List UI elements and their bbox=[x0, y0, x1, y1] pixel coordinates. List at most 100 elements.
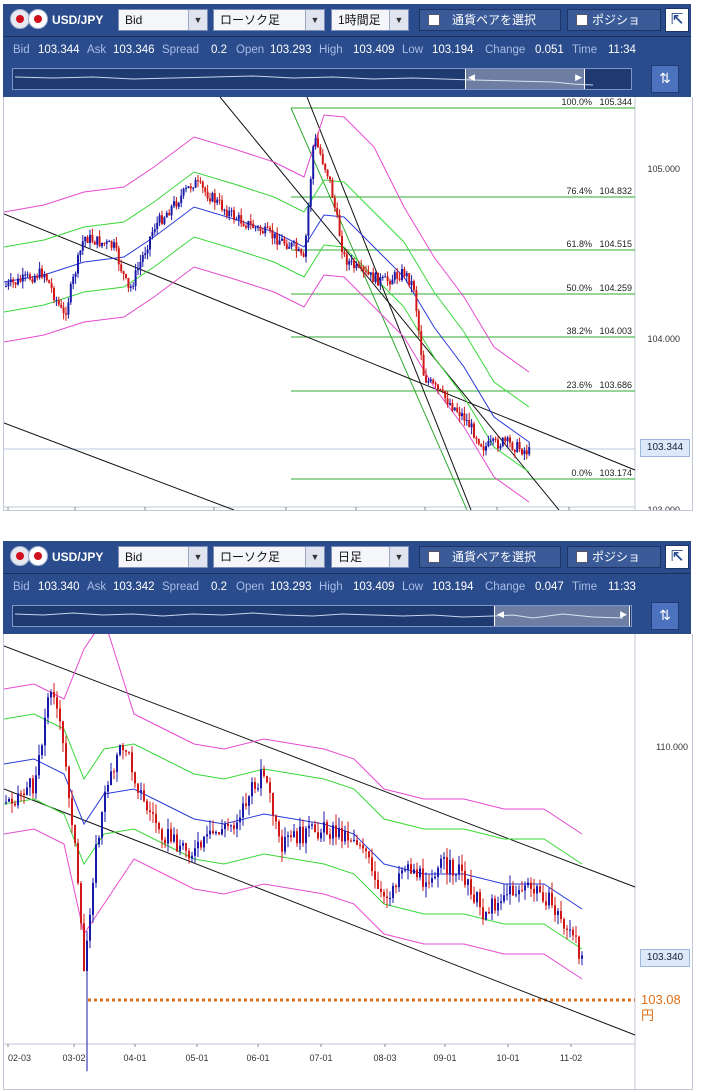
candle-body bbox=[86, 237, 89, 243]
candle-body bbox=[368, 851, 370, 858]
candle-body bbox=[65, 313, 67, 315]
select-pair-button[interactable]: 通貨ペアを選択 bbox=[419, 546, 561, 568]
candle-body bbox=[80, 883, 82, 924]
position-checkbox[interactable] bbox=[576, 14, 588, 26]
candle-body bbox=[420, 330, 423, 355]
candle-body bbox=[119, 745, 121, 755]
chart-type-select[interactable]: ローソク足 ▼ bbox=[213, 9, 325, 31]
y-axis-tick-label: 103.000 bbox=[647, 505, 680, 510]
daily-chart-area[interactable]: 110.000 02-03 03-02 04-01 05-01 06-01 07-01 08-… bbox=[3, 634, 693, 1090]
candle-body bbox=[443, 857, 445, 859]
candle-body bbox=[329, 834, 331, 839]
time-value: 11:33 bbox=[608, 581, 636, 593]
select-pair-checkbox[interactable] bbox=[428, 14, 440, 26]
candle-body bbox=[182, 843, 184, 846]
candle-body bbox=[98, 236, 101, 247]
candle-body bbox=[386, 896, 388, 898]
candle-body bbox=[489, 440, 492, 442]
right-arrow-icon[interactable]: ▶ bbox=[575, 72, 582, 82]
ask-label: Ask bbox=[87, 581, 107, 593]
open-value: 103.293 bbox=[270, 44, 312, 56]
price-type-select[interactable]: Bid ▼ bbox=[118, 9, 208, 31]
change-value: 0.047 bbox=[535, 581, 564, 593]
position-toggle[interactable]: ポジショ bbox=[567, 546, 661, 568]
price-type-select[interactable]: Bid ▼ bbox=[118, 546, 208, 568]
candle-body bbox=[176, 834, 178, 852]
bid-value: 103.340 bbox=[38, 581, 80, 593]
candle-body bbox=[512, 885, 514, 896]
collapse-arrow-icon[interactable]: ⇱ bbox=[665, 545, 689, 569]
candle-body bbox=[386, 276, 389, 281]
candle-body bbox=[38, 268, 41, 278]
candle-body bbox=[12, 279, 15, 283]
range-scroller[interactable]: ◀ ▶ bbox=[12, 605, 632, 627]
candle-body bbox=[21, 274, 24, 282]
candle-body bbox=[566, 928, 568, 930]
candle-body bbox=[336, 207, 339, 215]
left-arrow-icon[interactable]: ◀ bbox=[468, 72, 475, 82]
candle-body bbox=[332, 825, 334, 839]
candle-body bbox=[245, 226, 247, 228]
y-axis-tick-label: 110.000 bbox=[656, 742, 688, 752]
left-arrow-icon[interactable]: ◀ bbox=[497, 609, 504, 619]
candle-body bbox=[380, 888, 382, 892]
candle-body bbox=[485, 911, 487, 920]
candle-body bbox=[197, 841, 199, 849]
candle-body bbox=[350, 260, 353, 262]
candle-body bbox=[506, 894, 508, 896]
candle-body bbox=[422, 354, 425, 376]
candle-body bbox=[146, 249, 149, 254]
open-label: Open bbox=[236, 44, 265, 56]
candle-body bbox=[259, 226, 262, 232]
candle-body bbox=[485, 446, 487, 451]
right-arrow-icon[interactable]: ▶ bbox=[620, 609, 627, 619]
timeframe-select[interactable]: 1時間足 ▼ bbox=[331, 9, 409, 31]
candle-body bbox=[464, 870, 466, 885]
swap-arrows-icon[interactable]: ⇅ bbox=[651, 65, 679, 93]
swap-arrows-icon[interactable]: ⇅ bbox=[651, 602, 679, 630]
candle-body bbox=[509, 885, 511, 895]
candle-body bbox=[407, 864, 409, 870]
candle-body bbox=[578, 936, 580, 959]
candle-body bbox=[393, 272, 396, 280]
candle-body bbox=[288, 246, 291, 249]
candle-body bbox=[41, 745, 43, 756]
candle-body bbox=[525, 450, 528, 455]
candle-body bbox=[107, 785, 109, 792]
candle-body bbox=[572, 929, 574, 936]
candle-body bbox=[432, 379, 435, 384]
candle-body bbox=[321, 154, 324, 164]
select-pair-checkbox[interactable] bbox=[428, 551, 440, 563]
chart-type-value: ローソク足 bbox=[220, 550, 281, 564]
position-checkbox[interactable] bbox=[576, 551, 588, 563]
candle-body bbox=[305, 235, 307, 257]
range-scroller-thumb[interactable]: ◀ ▶ bbox=[494, 606, 630, 626]
range-scroller-thumb[interactable]: ◀ ▶ bbox=[465, 69, 585, 89]
candle-body bbox=[458, 864, 460, 875]
candle-body bbox=[302, 826, 304, 844]
candle-body bbox=[194, 180, 197, 188]
timeframe-select[interactable]: 日足 ▼ bbox=[331, 546, 409, 568]
candle-body bbox=[81, 241, 84, 251]
candle-body bbox=[149, 810, 151, 813]
candle-body bbox=[245, 803, 247, 806]
position-toggle[interactable]: ポジショ bbox=[567, 9, 661, 31]
chart-type-select[interactable]: ローソク足 ▼ bbox=[213, 546, 325, 568]
hourly-chart-area[interactable]: 100.0% 105.344 76.4% 104.832 61.8% 104.515 50.… bbox=[3, 97, 693, 511]
range-scroller[interactable]: ◀ ▶ bbox=[12, 68, 632, 90]
candle-body bbox=[260, 769, 262, 789]
timeframe-value: 日足 bbox=[338, 550, 363, 564]
candle-body bbox=[164, 839, 166, 844]
range-overview-sparkline bbox=[14, 75, 594, 86]
candle-body bbox=[419, 868, 421, 878]
chart-toolbar: USD/JPY Bid ▼ ローソク足 ▼ 1時間足 ▼ 通貨ペアを選択 ポジシ… bbox=[3, 4, 691, 37]
candle-body bbox=[539, 886, 541, 893]
candle-body bbox=[518, 890, 520, 895]
candle-body bbox=[168, 212, 171, 216]
collapse-arrow-icon[interactable]: ⇱ bbox=[665, 8, 689, 32]
candle-body bbox=[278, 240, 281, 245]
bid-value: 103.344 bbox=[38, 44, 80, 56]
candle-body bbox=[333, 197, 336, 208]
fib-level-label: 23.6% bbox=[566, 380, 592, 390]
select-pair-button[interactable]: 通貨ペアを選択 bbox=[419, 9, 561, 31]
